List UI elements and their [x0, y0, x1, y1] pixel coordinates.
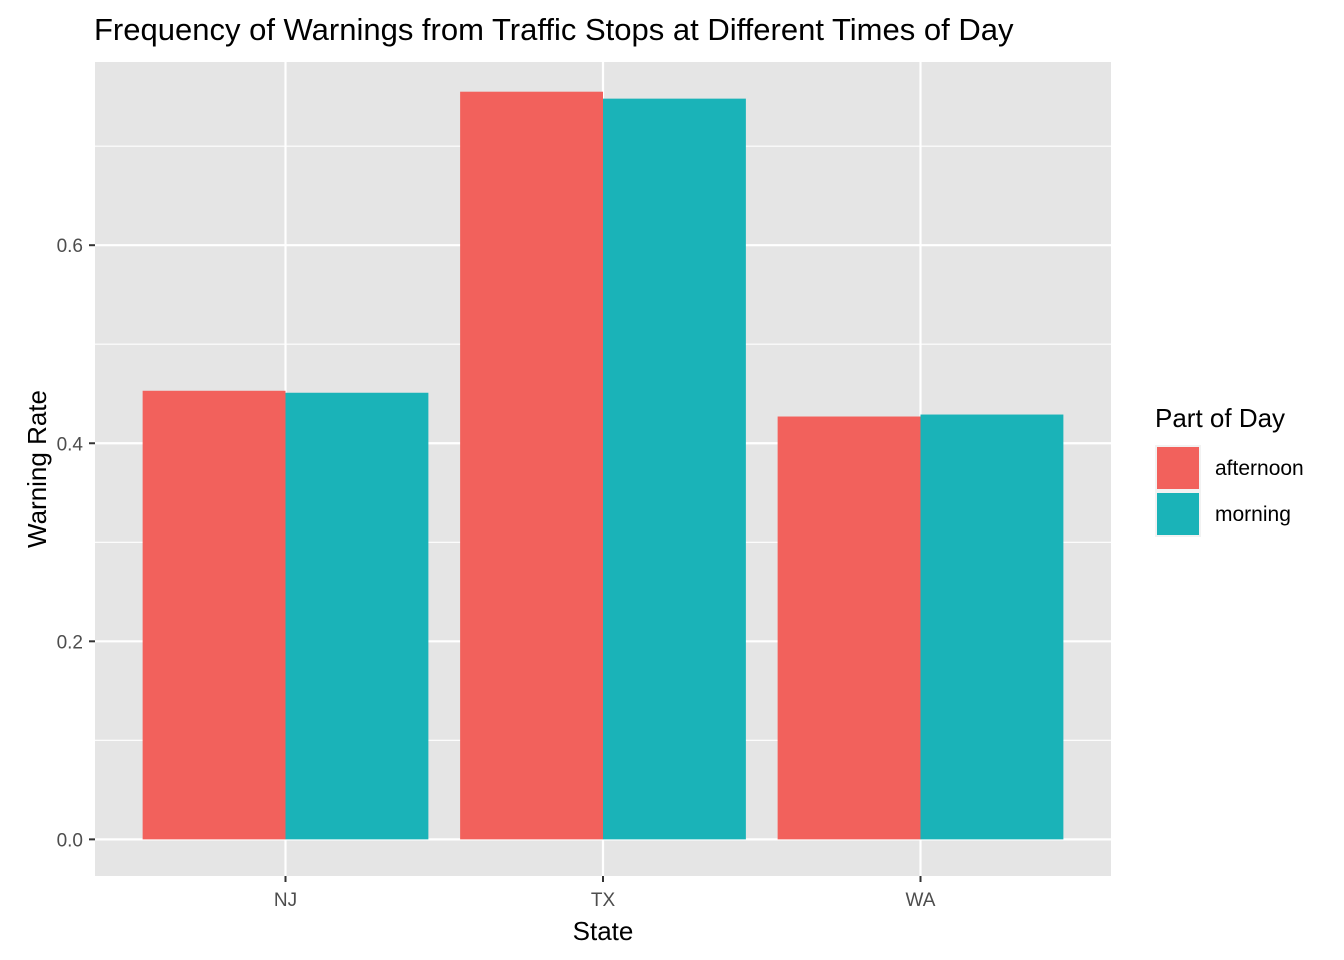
x-axis-title: State [573, 916, 634, 946]
legend: Part of Day afternoon morning [1155, 403, 1304, 537]
bar-wa-morning [920, 414, 1064, 840]
bar-nj-morning [285, 392, 429, 840]
legend-swatch-afternoon [1157, 447, 1199, 489]
x-tick-label-nj: NJ [274, 890, 297, 911]
y-tick-label: 0.2 [57, 632, 83, 653]
y-tick-label: 0.0 [57, 830, 83, 851]
chart-title: Frequency of Warnings from Traffic Stops… [94, 12, 1014, 47]
y-tick-label: 0.6 [57, 236, 83, 257]
bars [142, 91, 1064, 840]
legend-swatch-morning [1157, 493, 1199, 535]
legend-label-morning: morning [1215, 503, 1291, 526]
x-tick-label-tx: TX [591, 890, 616, 911]
bar-tx-afternoon [460, 91, 603, 840]
bar-nj-afternoon [142, 390, 286, 840]
bar-wa-afternoon [777, 416, 921, 840]
legend-label-afternoon: afternoon [1215, 457, 1304, 480]
bar-tx-morning [603, 98, 746, 840]
y-tick-label: 0.4 [57, 434, 84, 455]
axes: 0.0 0.2 0.4 0.6 NJ TX WA [57, 236, 936, 911]
y-axis-title: Warning Rate [22, 390, 52, 548]
legend-title: Part of Day [1155, 403, 1285, 433]
x-tick-label-wa: WA [906, 890, 936, 911]
legend-items: afternoon morning [1155, 445, 1304, 537]
